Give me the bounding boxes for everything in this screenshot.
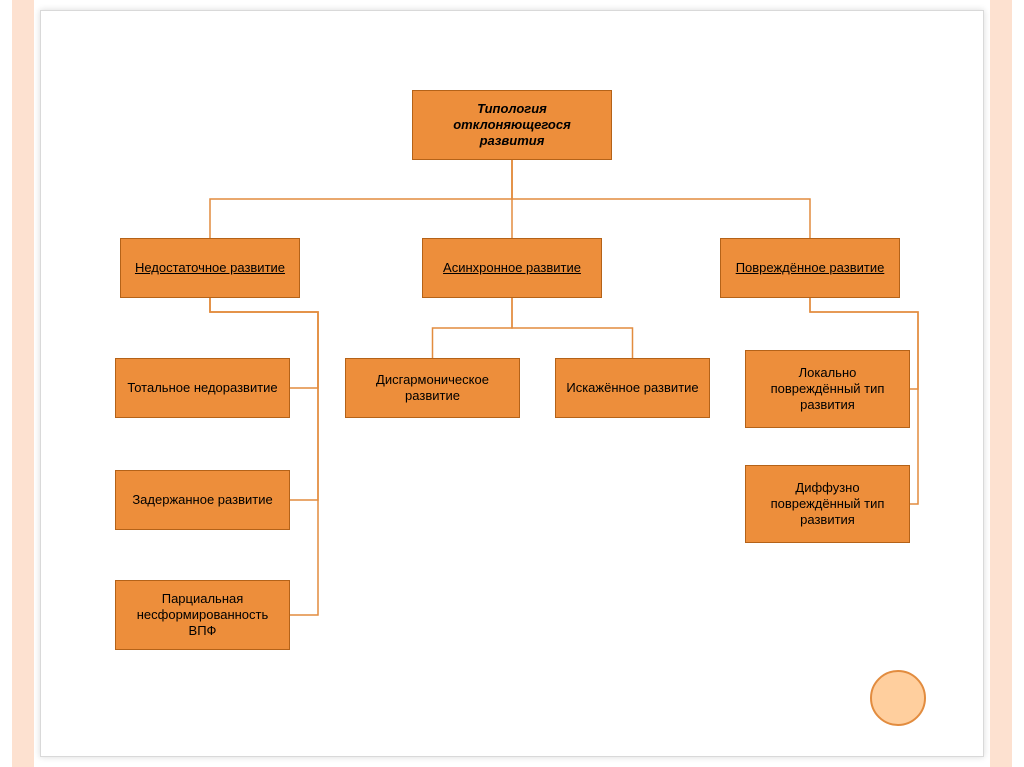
node-root: Типология отклоняющегося развития [412, 90, 612, 160]
node-local-damage: Локально повреждённый тип развития [745, 350, 910, 428]
node-cat-async: Асинхронное развитие [422, 238, 602, 298]
node-cat-insufficient: Недостаточное развитие [120, 238, 300, 298]
node-total-underdev: Тотальное недоразвитие [115, 358, 290, 418]
node-diffuse-damage: Диффузно повреждённый тип развития [745, 465, 910, 543]
decor-circle [870, 670, 926, 726]
node-distorted: Искажённое развитие [555, 358, 710, 418]
decor-band-left [12, 0, 34, 767]
node-partial-vpf: Парциальная несформированность ВПФ [115, 580, 290, 650]
node-disharmonic: Дисгармоническое развитие [345, 358, 520, 418]
node-delayed-dev: Задержанное развитие [115, 470, 290, 530]
decor-band-right [990, 0, 1012, 767]
node-cat-damaged: Повреждённое развитие [720, 238, 900, 298]
